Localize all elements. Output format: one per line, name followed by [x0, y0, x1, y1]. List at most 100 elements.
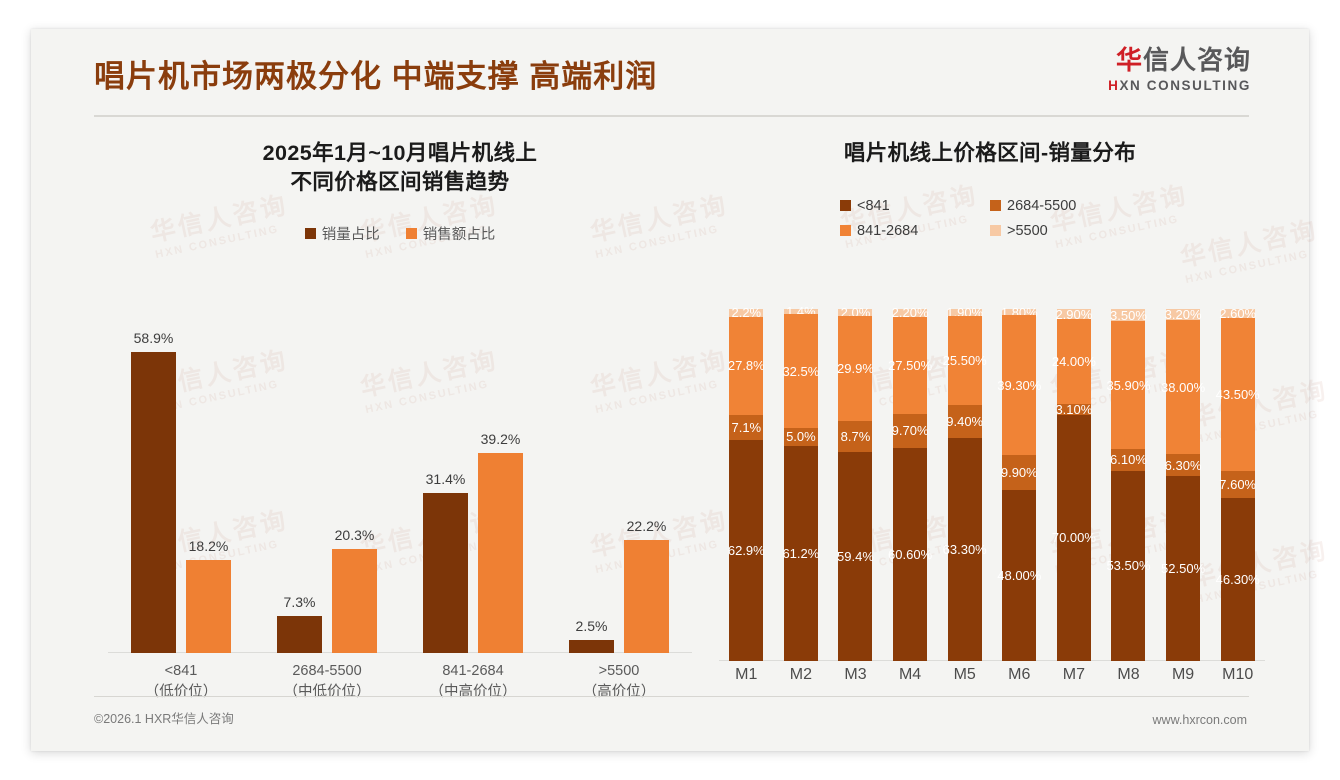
stack-segment[interactable]: 46.30%	[1216, 498, 1260, 661]
stack-segment[interactable]: 27.8%	[728, 316, 765, 415]
bar[interactable]	[478, 452, 523, 653]
category-tier: （低价位）	[144, 684, 218, 701]
stacked-bar-group: 1.90% 25.50% 9.40% 63.30%	[937, 305, 992, 661]
stack-segment-label: 27.50%	[888, 357, 933, 373]
stack-segment[interactable]: 27.50%	[888, 316, 932, 414]
x-axis-month-label: M8	[1117, 666, 1140, 683]
stack-segment[interactable]: 62.9%	[728, 439, 765, 661]
company-logo: 华信人咨询 HXN CONSULTING	[1108, 47, 1251, 93]
legend-item-2[interactable]: 销售额占比	[405, 223, 496, 244]
stack-segment[interactable]: 43.50%	[1216, 318, 1260, 472]
bar[interactable]	[624, 539, 669, 653]
stack-segment[interactable]: 3.20%	[1165, 307, 1202, 322]
stack-segment-label: 8.7%	[840, 429, 871, 445]
legend-label: <841	[857, 197, 890, 214]
stack-segment[interactable]: 53.50%	[1106, 470, 1151, 661]
chart-panel-sales-trend: 2025年1月~10月唱片机线上 不同价格区间销售趋势 销量占比 销售额占比 58…	[94, 139, 706, 714]
stack-segment[interactable]: 38.00%	[1161, 320, 1205, 454]
stack-segment[interactable]: 39.30%	[997, 315, 1041, 456]
stacked-bar[interactable]: 2.60% 43.50% 7.60% 46.30%	[1216, 306, 1260, 661]
bar-value-label: 18.2%	[188, 538, 229, 555]
stack-segment[interactable]: 61.2%	[782, 445, 819, 661]
stack-segment[interactable]: 32.5%	[782, 313, 819, 429]
stacked-bar[interactable]: 2.90% 24.00% 3.10% 70.00%	[1052, 306, 1096, 661]
legend-label: >5500	[1007, 222, 1048, 239]
stack-segment-label: 6.10%	[1110, 452, 1147, 468]
stacked-bar[interactable]: 1.90% 25.50% 9.40% 63.30%	[943, 305, 987, 661]
bar-column[interactable]: 31.4%	[423, 321, 468, 653]
legend-item-4[interactable]: >5500	[990, 223, 1140, 239]
bar-group: 7.3% 20.3%	[254, 321, 400, 653]
legend-item-2[interactable]: 2684-5500	[990, 198, 1140, 214]
stack-segment[interactable]: 9.90%	[1000, 455, 1038, 491]
stack-segment[interactable]: 2.2%	[729, 305, 764, 320]
stack-segment[interactable]: 5.0%	[783, 428, 818, 446]
stack-segment[interactable]: 9.40%	[946, 405, 983, 439]
category-range: >5500	[598, 663, 640, 679]
stacked-bar[interactable]: 2.0% 29.9% 8.7% 59.4%	[837, 305, 874, 661]
category-range: 841-2684	[442, 663, 504, 679]
legend-label: 2684-5500	[1007, 197, 1077, 214]
stack-segment-label: 9.90%	[1000, 465, 1038, 481]
stacked-bar[interactable]: 3.20% 38.00% 6.30% 52.50%	[1161, 307, 1205, 661]
legend-label: 销售额占比	[422, 226, 496, 243]
bar[interactable]	[277, 615, 322, 653]
stack-segment[interactable]: 1.90%	[946, 305, 983, 320]
stacked-bar[interactable]: 3.50% 35.90% 6.10% 53.50%	[1106, 307, 1151, 661]
stack-segment[interactable]: 60.60%	[888, 447, 932, 661]
stack-segment-label: 59.4%	[837, 548, 874, 564]
stack-segment-label: 3.50%	[1110, 307, 1147, 323]
bar[interactable]	[423, 492, 468, 653]
bar-column[interactable]: 18.2%	[186, 321, 231, 653]
stack-segment[interactable]: 2.0%	[838, 305, 873, 320]
x-axis-month-label: M5	[953, 666, 976, 683]
stacked-bar[interactable]: 2.20% 27.50% 9.70% 60.60%	[888, 305, 932, 661]
legend-item-3[interactable]: 841-2684	[840, 223, 990, 239]
footer-divider	[94, 696, 1249, 697]
stack-segment[interactable]: 7.1%	[729, 414, 764, 440]
stack-segment[interactable]: 24.00%	[1052, 319, 1096, 404]
stack-segment[interactable]: 8.7%	[838, 421, 873, 452]
stack-segment[interactable]: 6.30%	[1165, 454, 1202, 477]
bar-column[interactable]: 7.3%	[277, 321, 322, 653]
stacked-bar-group: 3.20% 38.00% 6.30% 52.50%	[1156, 307, 1211, 661]
stack-segment-label: 53.50%	[1106, 558, 1151, 574]
bar[interactable]	[569, 640, 614, 653]
stack-segment[interactable]: 29.9%	[837, 316, 874, 422]
stack-segment[interactable]: 3.10%	[1055, 402, 1092, 417]
stack-segment-label: 25.50%	[942, 353, 987, 368]
stacked-bar[interactable]: 2.2% 27.8% 7.1% 62.9%	[728, 305, 765, 661]
stack-segment[interactable]: 3.50%	[1110, 307, 1147, 323]
stack-segment[interactable]: 35.90%	[1106, 321, 1151, 450]
stack-segment[interactable]: 7.60%	[1219, 471, 1256, 498]
stack-segment[interactable]: 59.4%	[837, 451, 874, 661]
stacked-bar[interactable]: 1.80% 39.30% 9.90% 48.00%	[997, 305, 1041, 661]
bar-column[interactable]: 58.9%	[131, 321, 176, 653]
chart-legend-left: 销量占比 销售额占比	[94, 223, 706, 244]
stacked-bar[interactable]: 1.4% 32.5% 5.0% 61.2%	[782, 304, 819, 661]
stack-segment-label: 2.90%	[1055, 306, 1093, 322]
stack-segment[interactable]: 25.50%	[943, 315, 987, 406]
stack-segment[interactable]: 2.60%	[1219, 306, 1256, 321]
stack-segment[interactable]: 2.90%	[1055, 306, 1093, 322]
stack-segment[interactable]: 9.70%	[892, 413, 929, 448]
bar[interactable]	[186, 560, 231, 653]
stacked-bar-group: 2.60% 43.50% 7.60% 46.30%	[1210, 306, 1265, 661]
bar-column[interactable]: 39.2%	[478, 321, 523, 653]
stack-segment[interactable]: 48.00%	[997, 490, 1041, 661]
x-axis-month-label: M7	[1062, 666, 1086, 683]
stack-segment[interactable]: 2.20%	[892, 305, 929, 320]
bar[interactable]	[131, 352, 176, 653]
stack-segment[interactable]: 6.10%	[1110, 449, 1147, 471]
footer-website[interactable]: www.hxrcon.com	[1152, 713, 1247, 727]
bar-column[interactable]: 2.5%	[569, 321, 614, 653]
stack-segment[interactable]: 52.50%	[1161, 476, 1205, 661]
bar-column[interactable]: 20.3%	[332, 321, 377, 653]
bar[interactable]	[332, 549, 377, 653]
legend-item-1[interactable]: 销量占比	[304, 223, 380, 244]
bar-column[interactable]: 22.2%	[624, 321, 669, 653]
legend-item-1[interactable]: <841	[840, 198, 990, 214]
logo-chinese: 华信人咨询	[1108, 47, 1251, 73]
stack-segment[interactable]: 63.30%	[943, 438, 987, 661]
stack-segment[interactable]: 70.00%	[1052, 414, 1096, 661]
